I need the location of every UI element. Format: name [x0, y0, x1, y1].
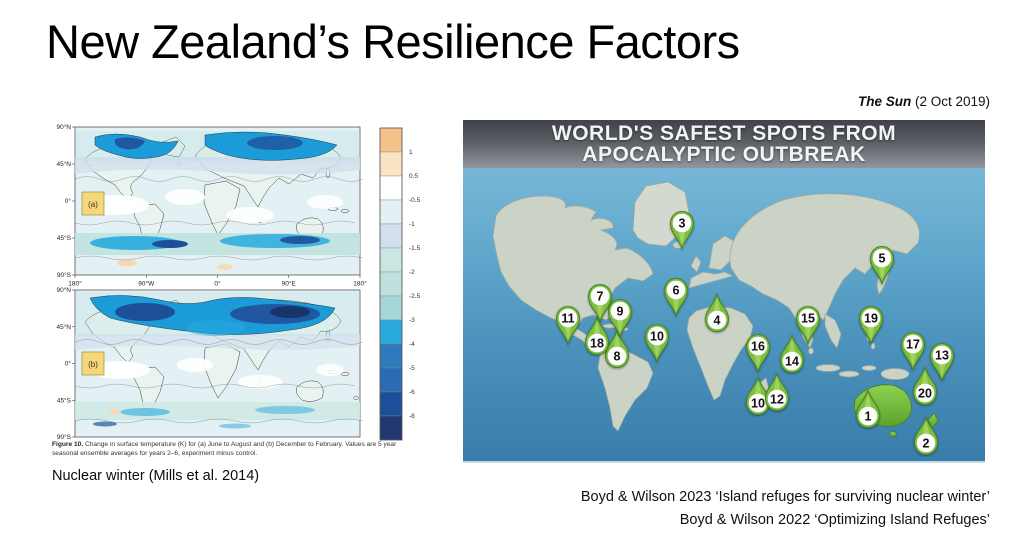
svg-text:90°E: 90°E	[282, 280, 297, 288]
svg-text:-4: -4	[409, 341, 415, 348]
map-pin-2: 2	[913, 415, 939, 456]
map-pin-20: 20	[912, 365, 938, 406]
svg-text:45°N: 45°N	[56, 323, 71, 331]
map-pin-8: 8	[604, 328, 630, 369]
figure10-caption: Figure 10. Change in surface temperature…	[52, 441, 408, 458]
svg-text:11: 11	[561, 311, 574, 325]
svg-text:18: 18	[590, 336, 604, 350]
map-pin-10: 10	[745, 375, 771, 416]
svg-text:5: 5	[879, 251, 886, 265]
svg-text:-0.5: -0.5	[409, 197, 421, 204]
sun-map-image: WORLD'S SAFEST SPOTS FROM APOCALYPTIC OU…	[463, 120, 985, 463]
svg-text:0°: 0°	[214, 280, 221, 288]
map-pin-7: 7	[587, 283, 613, 324]
panel-a-label: (a)	[88, 200, 98, 209]
map-pin-16: 16	[745, 333, 771, 374]
svg-text:-3: -3	[409, 317, 415, 324]
svg-text:0°: 0°	[65, 360, 72, 368]
svg-text:-5: -5	[409, 365, 415, 372]
svg-text:14: 14	[785, 354, 799, 368]
svg-text:45°N: 45°N	[56, 160, 71, 168]
page-title: New Zealand’s Resilience Factors	[46, 15, 740, 68]
figure10-caption-body: Change in surface temperature (K) for (a…	[52, 441, 397, 457]
map-pin-10: 10	[644, 323, 670, 364]
headline-line1: WORLD'S SAFEST SPOTS FROM	[551, 121, 897, 145]
svg-text:90°N: 90°N	[56, 286, 71, 294]
svg-text:-8: -8	[409, 413, 415, 420]
citation-2023: Boyd & Wilson 2023 ‘Island refuges for s…	[580, 489, 990, 505]
svg-text:1: 1	[409, 149, 413, 156]
map-pin-12: 12	[764, 371, 790, 412]
figure10-canvas: (a) (b) 90°N 45°N	[56, 123, 421, 441]
svg-text:20: 20	[918, 386, 932, 400]
svg-text:-2: -2	[409, 269, 415, 276]
svg-text:3: 3	[679, 216, 686, 230]
figure10-colorbar: 1 0.5 -0.5 -1 -1.5 -2 -2.5 -3 -4 -5 -6 -8	[379, 127, 421, 441]
svg-text:13: 13	[935, 348, 949, 362]
svg-text:2: 2	[923, 436, 930, 450]
map-pin-9: 9	[607, 298, 633, 339]
svg-text:17: 17	[906, 337, 920, 351]
svg-text:8: 8	[614, 349, 621, 363]
svg-text:90°S: 90°S	[57, 433, 72, 441]
map-pin-15: 15	[795, 305, 821, 346]
svg-text:45°S: 45°S	[57, 234, 72, 242]
map-pin-18: 18	[584, 315, 610, 356]
map-pin-14: 14	[779, 333, 805, 374]
citation-2022: Boyd & Wilson 2022 ‘Optimizing Island Re…	[679, 511, 990, 528]
svg-text:180°: 180°	[353, 280, 367, 288]
map-pin-6: 6	[663, 277, 689, 318]
headline-line2: APOCALYPTIC OUTBREAK	[582, 143, 866, 166]
source-attribution: The Sun (2 Oct 2019)	[858, 94, 990, 109]
map-pin-5: 5	[869, 245, 895, 286]
svg-text:7: 7	[597, 289, 604, 303]
figure10-axis-ticks: 90°N45°N0°45°S90°S90°N45°N0°45°S90°S180°…	[56, 123, 367, 441]
svg-text:6: 6	[673, 283, 680, 297]
map-pin-17: 17	[900, 331, 926, 372]
svg-text:1: 1	[865, 409, 872, 423]
svg-text:4: 4	[714, 313, 721, 327]
svg-text:-2.5: -2.5	[409, 293, 421, 300]
svg-text:45°S: 45°S	[57, 396, 72, 404]
svg-text:90°N: 90°N	[56, 123, 71, 131]
panel-b-label-box	[81, 351, 105, 376]
map-pin-3: 3	[669, 210, 695, 251]
figure10-image: (a) (b) 90°N 45°N	[50, 112, 430, 472]
figure10-panel-b: (b)	[74, 289, 364, 438]
map-pin-13: 13	[929, 342, 955, 383]
svg-text:9: 9	[617, 304, 624, 318]
svg-text:-6: -6	[409, 389, 415, 396]
sun-map-headline: WORLD'S SAFEST SPOTS FROM APOCALYPTIC OU…	[463, 120, 985, 168]
svg-text:19: 19	[864, 311, 878, 325]
continents	[492, 181, 920, 432]
svg-text:0.5: 0.5	[409, 173, 418, 180]
map-pin-19: 19	[858, 305, 884, 346]
svg-text:180°: 180°	[68, 280, 82, 288]
svg-text:12: 12	[770, 392, 784, 406]
svg-text:10: 10	[650, 329, 664, 343]
figure10-caption-prefix: Figure 10.	[52, 441, 84, 448]
source-date: (2 Oct 2019)	[911, 94, 990, 109]
nuclear-winter-label: Nuclear winter (Mills et al. 2014)	[52, 468, 260, 484]
svg-text:10: 10	[751, 396, 765, 410]
map-pin-1: 1	[855, 388, 881, 429]
svg-text:16: 16	[751, 339, 765, 353]
svg-text:90°W: 90°W	[138, 280, 155, 288]
citations: Boyd & Wilson 2023 ‘Island refuges for s…	[581, 486, 990, 531]
panel-a-label-box	[81, 191, 105, 216]
svg-text:0°: 0°	[65, 197, 72, 205]
map-pin-11: 11	[555, 305, 581, 346]
panel-b-label: (b)	[88, 360, 98, 369]
svg-text:90°S: 90°S	[57, 271, 72, 279]
map-pin-4: 4	[704, 292, 730, 333]
svg-text:-1: -1	[409, 221, 415, 228]
source-name: The Sun	[857, 94, 912, 109]
svg-text:-1.5: -1.5	[409, 245, 421, 252]
svg-text:15: 15	[801, 311, 815, 325]
figure10-panel-a: (a)	[74, 126, 364, 276]
world-map: 1 2 3 4 5 6 7 8 9 10 10 11 12 13 14 15 16 17 18 19 20	[463, 168, 985, 461]
